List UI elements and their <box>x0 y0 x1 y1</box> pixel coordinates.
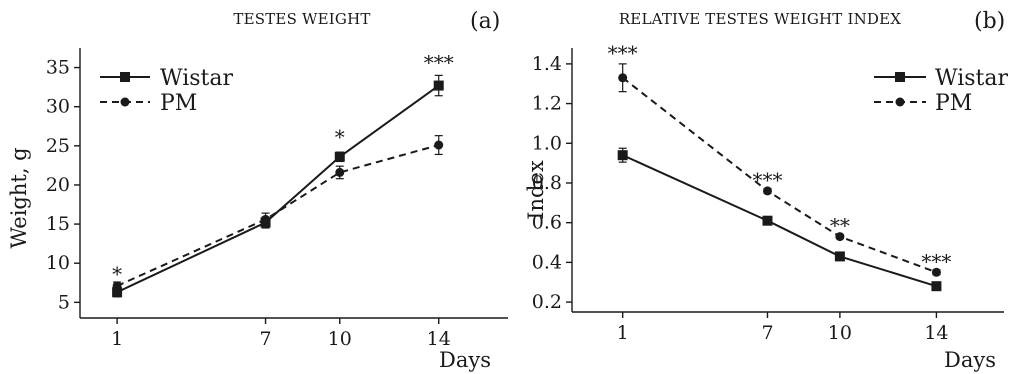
y-tick-label: 30 <box>46 96 70 118</box>
legend-label: PM <box>160 91 197 116</box>
square-marker <box>334 151 345 162</box>
significance-annotation: *** <box>752 168 782 192</box>
square-marker <box>617 150 628 161</box>
chart-panel-b: RELATIVE TESTES WEIGHT INDEX (b) Index D… <box>524 9 1009 372</box>
y-tick-label: 0.4 <box>532 251 562 273</box>
square-marker <box>762 215 773 226</box>
y-tick-label: 1.2 <box>532 93 562 115</box>
circle-marker <box>762 186 772 196</box>
x-tick-label: 7 <box>260 328 272 350</box>
panel-label: (a) <box>470 9 500 34</box>
y-tick-label: 35 <box>46 57 70 79</box>
y-tick-label: 15 <box>46 213 70 235</box>
square-marker <box>895 72 905 82</box>
square-marker <box>120 72 130 82</box>
y-tick-label: 1.0 <box>532 132 562 154</box>
x-tick-label: 14 <box>427 328 451 350</box>
x-tick-label: 10 <box>328 328 352 350</box>
x-tick-label: 14 <box>924 322 948 344</box>
y-tick-label: 0.6 <box>532 212 562 234</box>
circle-marker <box>618 73 628 83</box>
series-line-pm <box>116 144 439 287</box>
square-marker <box>931 281 942 292</box>
significance-annotation: *** <box>921 249 951 273</box>
chart-title: TESTES WEIGHT <box>233 10 370 28</box>
significance-annotation: *** <box>424 51 454 75</box>
y-tick-label: 0.8 <box>532 172 562 194</box>
x-tick-label: 10 <box>828 322 852 344</box>
y-tick-label: 1.4 <box>532 53 562 75</box>
circle-marker <box>434 140 444 150</box>
significance-annotation: ** <box>830 214 850 238</box>
square-marker <box>433 80 444 91</box>
panel-label: (b) <box>974 9 1005 34</box>
significance-annotation: *** <box>608 41 638 65</box>
y-tick-label: 0.2 <box>532 291 562 313</box>
circle-marker <box>895 97 905 107</box>
y-tick-label: 5 <box>58 291 70 313</box>
x-tick-label: 1 <box>111 328 123 350</box>
square-marker <box>260 217 271 228</box>
significance-annotation: * <box>335 125 345 149</box>
legend-label: Wistar <box>935 66 1009 91</box>
x-axis-label: Days <box>944 348 996 372</box>
series-line-wistar <box>622 154 937 288</box>
circle-marker <box>335 167 345 177</box>
y-tick-label: 10 <box>46 252 70 274</box>
x-tick-label: 7 <box>761 322 773 344</box>
legend-label: PM <box>935 91 972 116</box>
y-tick-label: 20 <box>46 174 70 196</box>
circle-marker <box>120 97 130 107</box>
series-line-wistar <box>116 84 440 294</box>
square-marker <box>112 287 123 298</box>
circle-marker <box>931 267 941 277</box>
x-axis-label: Days <box>439 348 491 372</box>
legend-label: Wistar <box>160 66 234 91</box>
y-axis-label: Index <box>524 160 548 220</box>
significance-annotation: * <box>112 262 122 286</box>
y-axis-label: Weight, g <box>7 147 31 248</box>
chart-panel-a: TESTES WEIGHT (a) Weight, g Days Wistar … <box>7 9 508 372</box>
chart-title: RELATIVE TESTES WEIGHT INDEX <box>619 10 901 28</box>
x-tick-label: 1 <box>617 322 629 344</box>
circle-marker <box>835 232 845 242</box>
y-tick-label: 25 <box>46 135 70 157</box>
square-marker <box>834 251 845 262</box>
